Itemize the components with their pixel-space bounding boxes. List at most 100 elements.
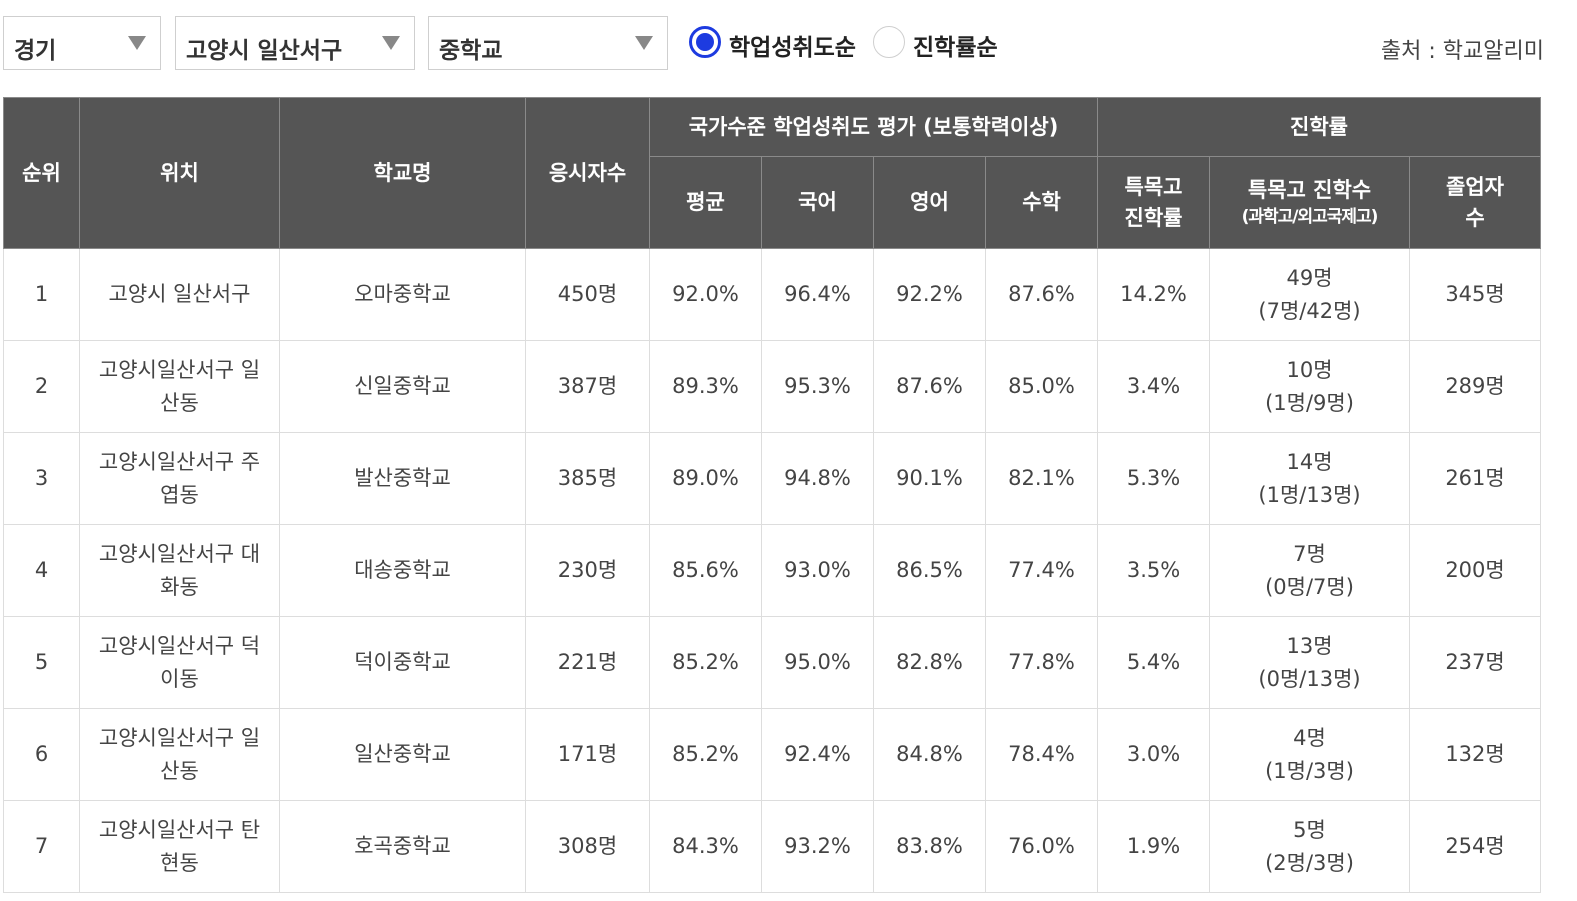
cell-examinees: 221명 [525, 616, 650, 709]
cell-graduates: 289명 [1409, 340, 1542, 433]
cell-examinees: 385명 [525, 432, 650, 525]
cell-math: 77.4% [984, 524, 1099, 617]
school-ranking-table: 순위 위치 학교명 응시자수 국가수준 학업성취도 평가 (보통학력이상) 진학… [3, 97, 1542, 893]
cell-rank: 4 [3, 524, 80, 617]
header-special-rate: 특목고 진학률 [1097, 156, 1211, 249]
sort-achievement-label: 학업성취도순 [729, 35, 856, 61]
cell-korean: 95.3% [761, 340, 874, 433]
header-achievement-group: 국가수준 학업성취도 평가 (보통학력이상) [648, 97, 1099, 157]
cell-math: 87.6% [984, 248, 1099, 341]
cell-english: 83.8% [873, 800, 986, 893]
header-advancement-group: 진학률 [1097, 97, 1542, 157]
source-note: 출처 : 학교알리미 [1380, 39, 1544, 64]
cell-special-count: 14명 (1명/13명) [1209, 432, 1411, 525]
cell-english: 82.8% [873, 616, 986, 709]
school-type-select-value: 중학교 [439, 38, 503, 64]
cell-rank: 6 [3, 708, 80, 801]
region-select[interactable]: 경기 [3, 16, 161, 70]
header-math: 수학 [984, 156, 1099, 249]
district-select-value: 고양시 일산서구 [186, 38, 343, 64]
cell-avg: 85.6% [649, 524, 762, 617]
cell-school-name: 호곡중학교 [279, 800, 526, 893]
cell-examinees: 450명 [525, 248, 650, 341]
cell-school-name: 발산중학교 [279, 432, 526, 525]
special-count-total: 5명 [1293, 817, 1326, 842]
cell-special-rate: 1.9% [1097, 800, 1211, 893]
special-count-detail: (0명/7명) [1265, 574, 1354, 599]
cell-school-name: 오마중학교 [279, 248, 526, 341]
cell-location: 고양시 일산서구 [79, 248, 280, 341]
table-row: 5 고양시일산서구 덕이동 덕이중학교 221명 85.2% 95.0% 82.8% 77.8… [3, 616, 1542, 709]
district-select[interactable]: 고양시 일산서구 [175, 16, 415, 70]
cell-korean: 94.8% [761, 432, 874, 525]
cell-special-rate: 5.3% [1097, 432, 1211, 525]
cell-korean: 96.4% [761, 248, 874, 341]
cell-special-count: 49명 (7명/42명) [1209, 248, 1411, 341]
table-row: 3 고양시일산서구 주엽동 발산중학교 385명 89.0% 94.8% 90.1% 82.1… [3, 432, 1542, 525]
cell-avg: 85.2% [649, 708, 762, 801]
header-graduates: 졸업자 수 [1409, 156, 1542, 249]
cell-rank: 7 [3, 800, 80, 893]
cell-location: 고양시일산서구 덕이동 [79, 616, 280, 709]
cell-examinees: 171명 [525, 708, 650, 801]
table-row: 7 고양시일산서구 탄현동 호곡중학교 308명 84.3% 93.2% 83.8% 76.0… [3, 800, 1542, 893]
cell-english: 90.1% [873, 432, 986, 525]
chevron-down-icon [635, 36, 653, 50]
header-special-count: 특목고 진학수 (과학고/외고국제고) [1209, 156, 1411, 249]
cell-location: 고양시일산서구 탄현동 [79, 800, 280, 893]
cell-special-count: 7명 (0명/7명) [1209, 524, 1411, 617]
school-type-select[interactable]: 중학교 [428, 16, 668, 70]
cell-rank: 1 [3, 248, 80, 341]
cell-math: 82.1% [984, 432, 1099, 525]
cell-math: 76.0% [984, 800, 1099, 893]
header-rank: 순위 [3, 97, 80, 249]
cell-location: 고양시일산서구 일산동 [79, 340, 280, 433]
sort-advancement-label: 진학률순 [913, 35, 998, 61]
cell-examinees: 230명 [525, 524, 650, 617]
cell-special-rate: 3.0% [1097, 708, 1211, 801]
header-special-count-label: 특목고 진학수 [1247, 177, 1372, 202]
radio-checked-icon [689, 26, 721, 58]
cell-english: 87.6% [873, 340, 986, 433]
cell-special-rate: 14.2% [1097, 248, 1211, 341]
cell-avg: 92.0% [649, 248, 762, 341]
cell-avg: 84.3% [649, 800, 762, 893]
cell-school-name: 대송중학교 [279, 524, 526, 617]
cell-korean: 95.0% [761, 616, 874, 709]
special-count-detail: (1명/9명) [1265, 390, 1354, 415]
cell-avg: 89.0% [649, 432, 762, 525]
header-special-count-sub: (과학고/외고국제고) [1241, 207, 1379, 228]
cell-examinees: 387명 [525, 340, 650, 433]
cell-special-rate: 5.4% [1097, 616, 1211, 709]
cell-special-count: 4명 (1명/3명) [1209, 708, 1411, 801]
cell-rank: 5 [3, 616, 80, 709]
cell-korean: 93.2% [761, 800, 874, 893]
cell-location: 고양시일산서구 주엽동 [79, 432, 280, 525]
cell-graduates: 132명 [1409, 708, 1542, 801]
cell-special-count: 10명 (1명/9명) [1209, 340, 1411, 433]
cell-english: 92.2% [873, 248, 986, 341]
cell-avg: 89.3% [649, 340, 762, 433]
cell-korean: 92.4% [761, 708, 874, 801]
header-avg: 평균 [649, 156, 762, 249]
region-select-value: 경기 [14, 38, 57, 64]
table-row: 6 고양시일산서구 일산동 일산중학교 171명 85.2% 92.4% 84.8% 78.4… [3, 708, 1542, 801]
cell-location: 고양시일산서구 일산동 [79, 708, 280, 801]
table-row: 2 고양시일산서구 일산동 신일중학교 387명 89.3% 95.3% 87.6% 85.0… [3, 340, 1542, 433]
special-count-detail: (1명/3명) [1265, 758, 1354, 783]
cell-english: 84.8% [873, 708, 986, 801]
header-examinees: 응시자수 [525, 97, 650, 249]
sort-achievement-radio[interactable]: 학업성취도순 [689, 26, 859, 62]
special-count-detail: (7명/42명) [1258, 298, 1361, 323]
cell-graduates: 261명 [1409, 432, 1542, 525]
special-count-total: 10명 [1286, 357, 1333, 382]
cell-special-count: 5명 (2명/3명) [1209, 800, 1411, 893]
sort-advancement-radio[interactable]: 진학률순 [873, 26, 1003, 62]
header-korean: 국어 [761, 156, 874, 249]
cell-special-rate: 3.5% [1097, 524, 1211, 617]
cell-math: 85.0% [984, 340, 1099, 433]
table-row: 4 고양시일산서구 대화동 대송중학교 230명 85.6% 93.0% 86.5% 77.4… [3, 524, 1542, 617]
special-count-detail: (2명/3명) [1265, 850, 1354, 875]
cell-rank: 2 [3, 340, 80, 433]
cell-examinees: 308명 [525, 800, 650, 893]
